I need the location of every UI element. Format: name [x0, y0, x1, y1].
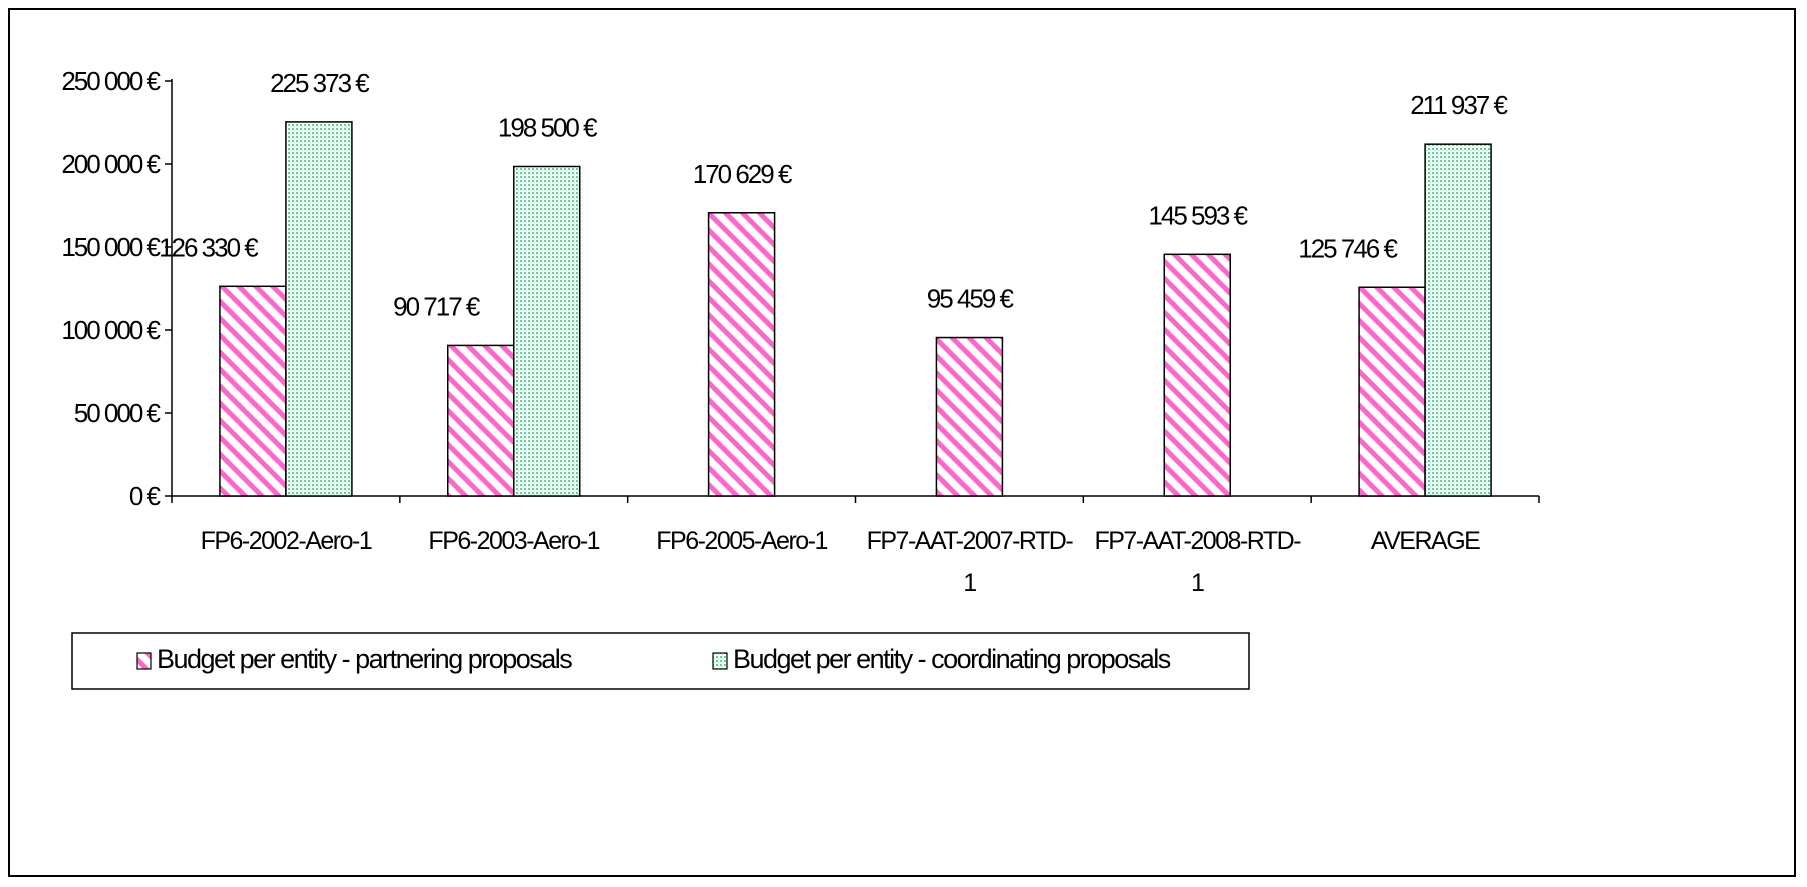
bar-partnering	[707, 212, 776, 497]
y-axis: 0 € 50 000 € 100 000 € 150 000 € 200 000 € 25…	[61, 66, 173, 511]
y-tick-label: 100 000 €	[61, 315, 161, 345]
legend-label-partnering: Budget per entity - partnering proposals	[157, 644, 572, 674]
y-tick-label: 150 000 €	[61, 232, 161, 262]
data-labels: 126 330 € 225 373 € 90 717 € 198 500 € 170 6…	[159, 68, 1510, 322]
x-category-label: 1	[963, 569, 976, 597]
legend-label-coordinating: Budget per entity - coordinating proposa…	[733, 644, 1171, 674]
y-tick-label: 0 €	[129, 481, 162, 511]
x-axis: FP6-2002-Aero-1 FP6-2003-Aero-1 FP6-2005-A…	[171, 495, 1540, 597]
bar-partnering	[447, 344, 515, 497]
bar-coordinating	[285, 121, 353, 497]
y-tick-label: 50 000 €	[74, 398, 162, 428]
x-category-label: FP6-2003-Aero-1	[428, 527, 599, 555]
legend: Budget per entity - partnering proposals…	[71, 632, 1250, 690]
bars	[219, 121, 1492, 497]
legend-box	[71, 632, 1250, 690]
x-category-label: AVERAGE	[1371, 527, 1480, 555]
data-label-partnering: 126 330 €	[159, 232, 259, 262]
data-label-partnering: 90 717 €	[393, 291, 481, 321]
bar-partnering	[935, 336, 1004, 497]
data-label-partnering: 145 593 €	[1148, 200, 1248, 230]
data-label-partnering: 170 629 €	[693, 159, 793, 189]
bar-partnering	[1358, 286, 1426, 497]
x-category-label: FP6-2002-Aero-1	[201, 527, 372, 555]
data-label-partnering: 125 746 €	[1298, 233, 1398, 263]
x-category-label: FP7-AAT-2008-RTD-	[1094, 527, 1301, 555]
y-tick-label: 200 000 €	[61, 149, 161, 179]
bar-coordinating	[513, 165, 581, 497]
bar-partnering	[219, 285, 287, 497]
data-label-partnering: 95 459 €	[927, 284, 1015, 314]
data-label-coordinating: 211 937 €	[1410, 90, 1508, 120]
bar-partnering	[1163, 253, 1231, 497]
x-category-label: FP6-2005-Aero-1	[656, 527, 827, 555]
data-label-coordinating: 225 373 €	[270, 68, 370, 98]
y-tick-label: 250 000 €	[61, 66, 161, 96]
data-label-coordinating: 198 500 €	[498, 112, 598, 142]
bar-coordinating	[1424, 143, 1492, 497]
legend-swatch-coordinating	[712, 652, 728, 670]
legend-swatch-partnering	[136, 652, 152, 670]
x-category-label: FP7-AAT-2007-RTD-	[867, 527, 1074, 555]
x-category-label: 1	[1191, 569, 1204, 597]
